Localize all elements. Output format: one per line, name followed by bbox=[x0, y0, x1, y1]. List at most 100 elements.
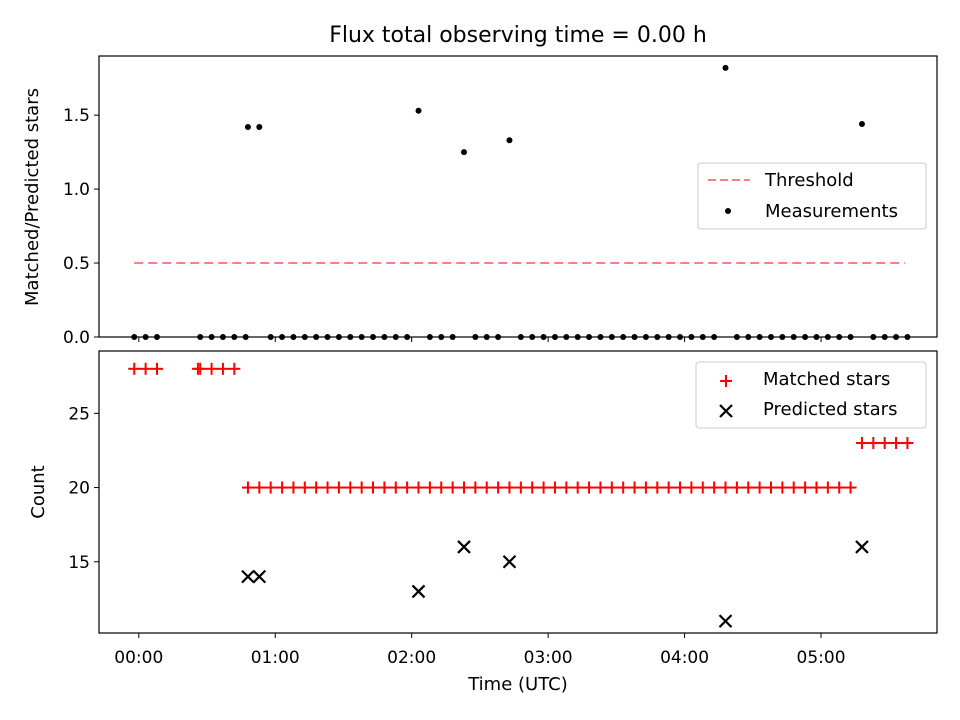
measurement-point bbox=[836, 334, 843, 340]
matched-star-point bbox=[321, 481, 334, 494]
matched-star-point bbox=[696, 481, 709, 494]
bottom-y-axis-label: Count bbox=[28, 465, 49, 518]
measurement-point bbox=[540, 334, 547, 340]
top-panel: Matched/Predicted stars 0.0 0.5 1.0 1.5 bbox=[22, 55, 938, 348]
measurement-point bbox=[242, 334, 249, 340]
matched-star-point bbox=[310, 481, 323, 494]
matched-star-point bbox=[228, 362, 241, 375]
legend-matched-label: Matched stars bbox=[763, 369, 890, 390]
bottom-panel: Count Time (UTC) 15 20 25 00:00 01:00 02:00 03… bbox=[28, 350, 938, 695]
matched-star-point bbox=[867, 437, 880, 450]
measurement-point bbox=[779, 334, 786, 340]
predicted-star-point bbox=[855, 540, 869, 554]
matched-star-point bbox=[674, 481, 687, 494]
matched-star-point bbox=[423, 481, 436, 494]
top-ytick-label: 1.5 bbox=[63, 106, 90, 126]
measurement-point bbox=[231, 334, 238, 340]
measurement-point bbox=[153, 334, 160, 340]
matched-star-point bbox=[401, 481, 414, 494]
bottom-plot-frame bbox=[98, 350, 938, 634]
matched-star-point bbox=[216, 362, 229, 375]
bottom-xtick-label: 04:00 bbox=[660, 648, 709, 668]
predicted-star-point bbox=[252, 569, 267, 584]
legend-threshold-label: Threshold bbox=[764, 170, 854, 191]
predicted-star-point bbox=[241, 569, 255, 584]
legend-matched-swatch bbox=[720, 375, 732, 387]
matched-star-point bbox=[503, 481, 516, 494]
bottom-ytick-label: 15 bbox=[68, 553, 90, 573]
measurement-point bbox=[290, 334, 297, 340]
legend-measurements-label: Measurements bbox=[765, 201, 898, 222]
legend-top-box bbox=[697, 162, 927, 230]
measurement-point bbox=[563, 334, 570, 340]
matched-star-point bbox=[526, 481, 539, 494]
matched-star-point bbox=[253, 481, 266, 494]
matched-star-point bbox=[205, 362, 218, 375]
matched-star-point bbox=[742, 481, 755, 494]
measurement-point bbox=[529, 334, 536, 340]
bottom-xtick-label: 03:00 bbox=[524, 648, 573, 668]
matched-star-point bbox=[764, 481, 777, 494]
measurements-series bbox=[131, 64, 911, 340]
matched-star-point bbox=[492, 481, 505, 494]
measurement-point bbox=[574, 334, 581, 340]
measurement-point bbox=[608, 334, 615, 340]
measurement-point bbox=[472, 334, 479, 340]
measurement-point bbox=[631, 334, 638, 340]
predicted-star-point bbox=[502, 554, 517, 569]
matched-star-point bbox=[730, 481, 743, 494]
top-y-axis-label: Matched/Predicted stars bbox=[22, 88, 43, 306]
predicted-stars-series bbox=[241, 540, 869, 628]
bottom-ytick-label: 25 bbox=[68, 404, 90, 424]
bottom-xtick-label: 05:00 bbox=[797, 648, 846, 668]
x-axis-label: Time (UTC) bbox=[467, 674, 568, 695]
measurement-point bbox=[813, 334, 820, 340]
measurement-point bbox=[699, 334, 706, 340]
matched-stars-series bbox=[128, 362, 914, 494]
matched-star-point bbox=[378, 481, 391, 494]
measurement-point bbox=[404, 334, 411, 340]
bottom-ytick-label: 20 bbox=[68, 479, 90, 499]
measurement-point bbox=[392, 334, 399, 340]
matched-star-point bbox=[719, 481, 732, 494]
legend-predicted-label: Predicted stars bbox=[763, 399, 897, 420]
matched-star-point bbox=[194, 362, 207, 375]
matched-star-point bbox=[412, 481, 425, 494]
matched-star-point bbox=[128, 362, 141, 375]
matched-star-point bbox=[821, 481, 834, 494]
measurement-point bbox=[745, 334, 752, 340]
measurement-point bbox=[256, 123, 263, 130]
measurement-point bbox=[586, 334, 593, 340]
matched-star-point bbox=[332, 481, 345, 494]
measurement-point bbox=[131, 334, 138, 340]
measurement-point bbox=[767, 334, 774, 340]
measurement-point bbox=[642, 334, 649, 340]
measurement-point bbox=[197, 334, 204, 340]
matched-star-point bbox=[435, 481, 448, 494]
measurement-point bbox=[495, 334, 502, 340]
matched-star-point bbox=[901, 437, 914, 450]
measurement-point bbox=[324, 334, 331, 340]
matched-star-point bbox=[264, 481, 277, 494]
measurement-point bbox=[506, 137, 513, 144]
matched-star-point bbox=[457, 481, 470, 494]
matched-star-point bbox=[617, 481, 630, 494]
matched-star-point bbox=[150, 362, 163, 375]
matched-star-point bbox=[685, 481, 698, 494]
matched-star-point bbox=[651, 481, 664, 494]
matched-star-point bbox=[480, 481, 493, 494]
measurement-point bbox=[449, 334, 456, 340]
legend-bottom: Matched stars Predicted stars bbox=[695, 361, 927, 429]
bottom-xtick-label: 02:00 bbox=[387, 648, 436, 668]
measurement-point bbox=[415, 107, 422, 114]
matched-star-point bbox=[367, 481, 380, 494]
measurement-point bbox=[551, 334, 558, 340]
measurement-point bbox=[711, 334, 718, 340]
chart-title: Flux total observing time = 0.00 h bbox=[329, 23, 707, 48]
measurement-point bbox=[597, 334, 604, 340]
legend-predicted-swatch bbox=[719, 404, 733, 418]
measurement-point bbox=[847, 334, 854, 340]
matched-star-point bbox=[833, 481, 846, 494]
measurement-point bbox=[733, 334, 740, 340]
